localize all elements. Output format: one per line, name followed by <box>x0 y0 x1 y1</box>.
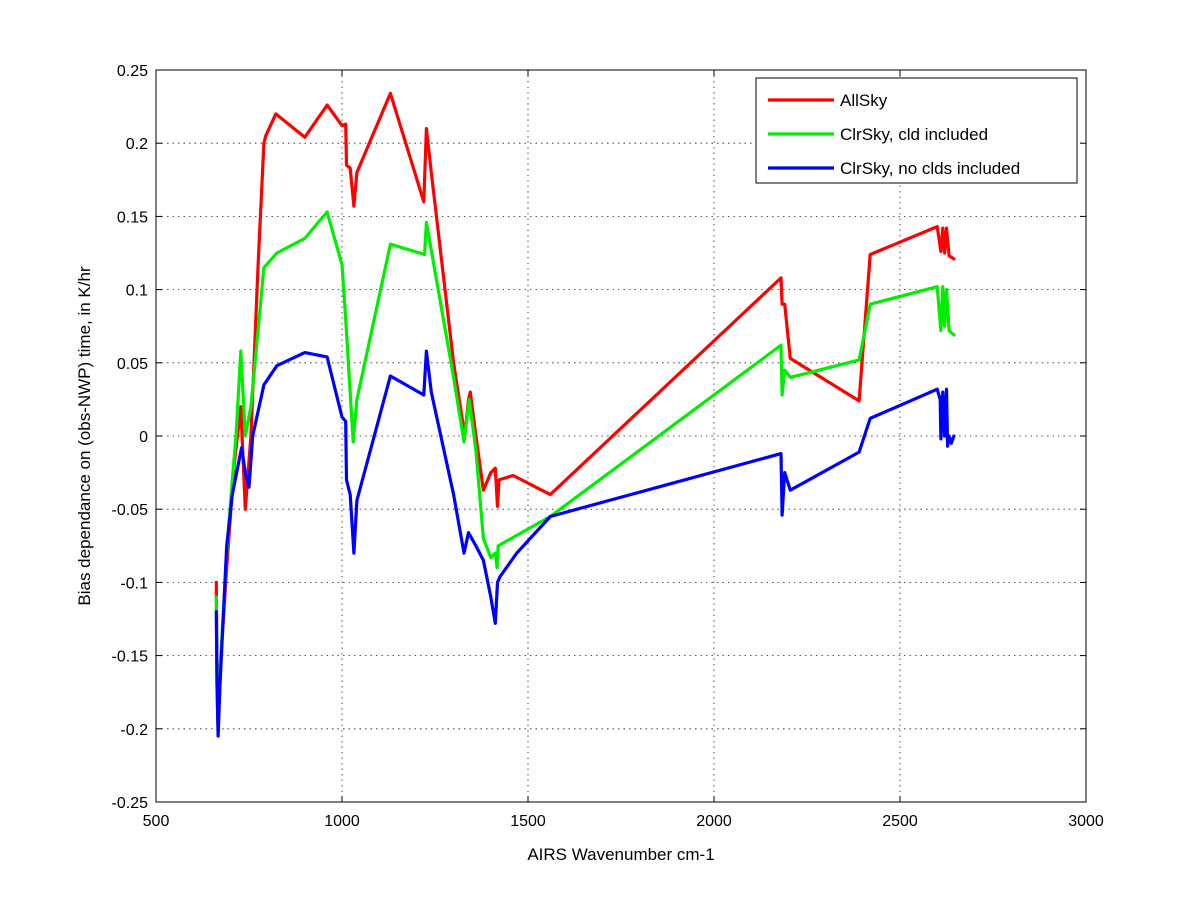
y-tick-label: 0.2 <box>126 136 148 153</box>
legend-box <box>755 77 1078 184</box>
y-tick-label: -0.15 <box>112 649 149 666</box>
x-tick-label: 3000 <box>1068 813 1104 830</box>
y-axis-label: Bias dependance on (obs-NWP) time, in K/… <box>75 266 94 606</box>
y-tick-label: -0.1 <box>120 575 148 592</box>
legend-label-1: ClrSky, cld included <box>840 125 988 144</box>
series-line-2 <box>214 349 956 738</box>
legend-label-0: AllSky <box>840 91 888 110</box>
y-tick-label: 0 <box>139 429 148 446</box>
x-tick-label: 2000 <box>696 813 732 830</box>
series-line-1 <box>214 210 956 731</box>
x-tick-label: 1500 <box>510 813 546 830</box>
x-axis-label: AIRS Wavenumber cm-1 <box>527 845 714 864</box>
y-tick-label: 0.25 <box>117 63 148 80</box>
legend-label-2: ClrSky, no clds included <box>840 159 1020 178</box>
y-tick-label: -0.2 <box>120 722 148 739</box>
legend: AllSky ClrSky, cld included ClrSky, no cld… <box>755 77 1078 184</box>
series-lines <box>214 91 956 738</box>
y-tick-label: -0.25 <box>112 795 149 812</box>
y-tick-label: 0.15 <box>117 209 148 226</box>
x-tick-label: 2500 <box>882 813 918 830</box>
x-tick-label: 1000 <box>324 813 360 830</box>
y-tick-label: -0.05 <box>112 502 149 519</box>
y-tick-label: 0.05 <box>117 356 148 373</box>
y-tick-label: 0.1 <box>126 283 148 300</box>
x-tick-label: 500 <box>143 813 170 830</box>
grid-lines <box>156 70 1086 802</box>
axis-ticks: 500 1000 1500 2000 2500 3000 -0.25 -0.2 -0.15 -0.… <box>112 63 1104 830</box>
